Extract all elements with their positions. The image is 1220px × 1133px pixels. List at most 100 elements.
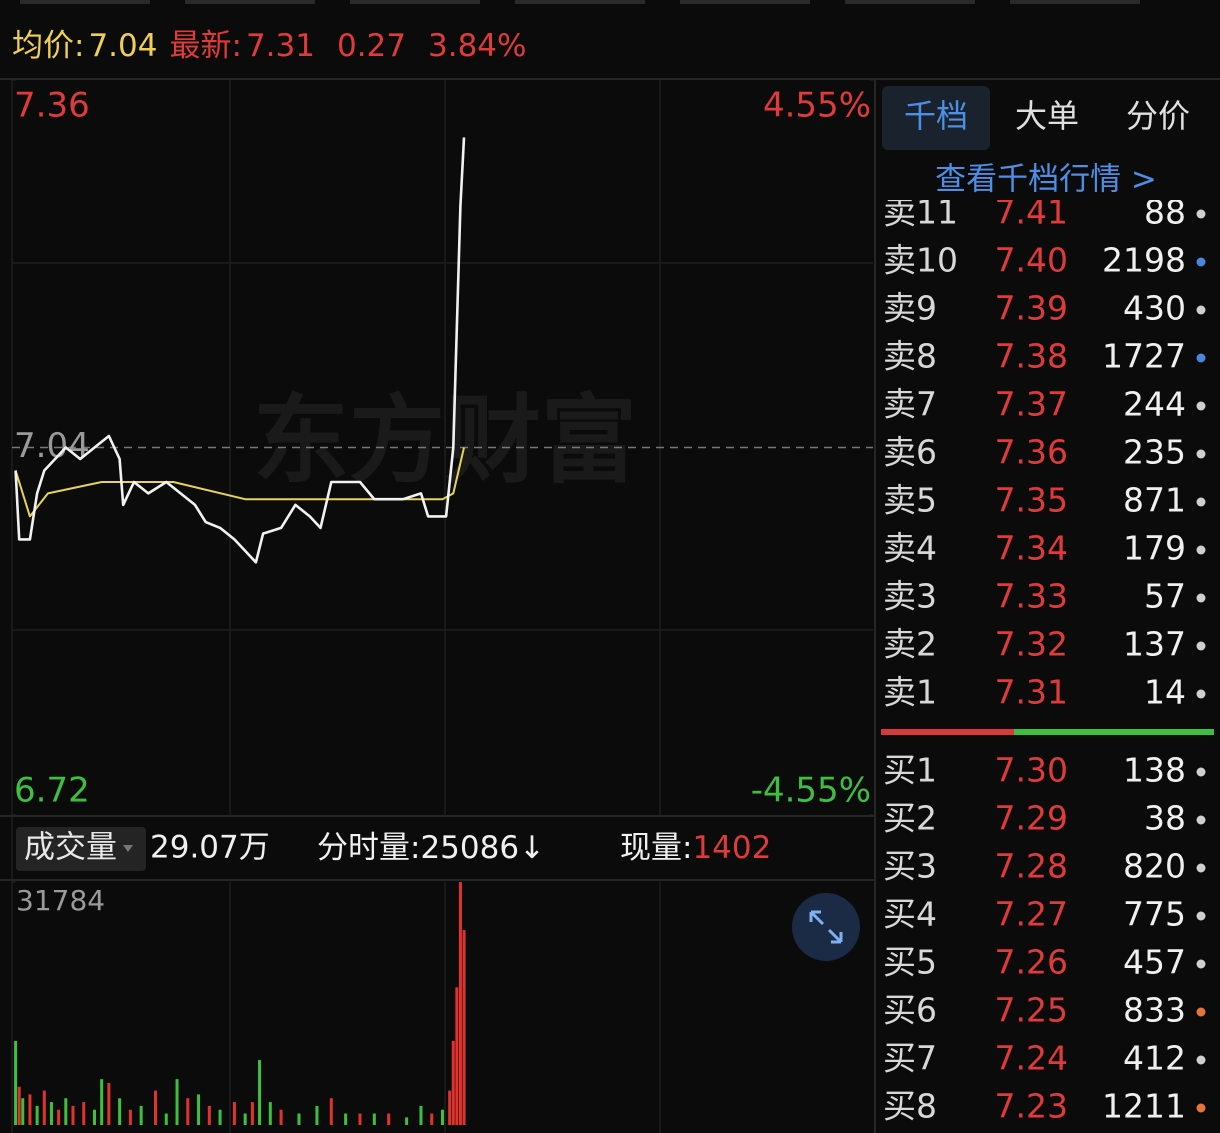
level-label: 买6 [883,991,937,1030]
volume-bar [139,1105,143,1125]
level-dot [1196,767,1206,777]
level-volume: 775 [1123,895,1186,934]
level-dot [1196,401,1206,411]
level-dot [1196,911,1206,921]
watermark: 东方财富 [253,384,637,496]
current-value: 1402 [692,830,771,866]
volume-bar [243,1113,247,1125]
y-tick-label: 6.72 [14,771,90,811]
period-volume: 分时量:25086↓ [317,830,545,866]
volume-bar [154,1090,157,1125]
header: 均价: 7.04 最新: 7.31 0.27 3.84% [12,28,526,64]
zoom-button[interactable] [792,893,860,961]
level-dot [1196,305,1206,315]
level-dot [1196,959,1206,969]
tab[interactable]: 分价 [1126,97,1190,135]
avg: 7.04 [88,28,157,64]
level-price: 7.38 [995,337,1068,376]
volume-bar [372,1113,376,1125]
level-price: 7.23 [995,1087,1068,1126]
volume-bar [64,1098,68,1125]
level-label: 卖4 [883,529,937,568]
level-volume: 137 [1123,625,1186,664]
level-volume: 2198 [1102,241,1186,280]
volume-bar [207,1105,211,1125]
volume-bar [49,1102,53,1125]
volume-bar [107,1082,111,1125]
level-volume: 1727 [1102,337,1186,376]
volume-bar [71,1105,75,1125]
level-price: 7.40 [995,241,1068,280]
volume-bar [21,1098,25,1125]
level-volume: 244 [1123,385,1186,424]
volume-bar [268,1102,272,1125]
volume-bar [175,1079,179,1125]
volume-bar [186,1098,190,1125]
volume-bar [250,1102,254,1125]
period-label: 分时量: [317,830,420,866]
volume-bar [14,1040,18,1125]
volume-bar [419,1105,423,1125]
level-label: 卖6 [883,433,937,472]
volume-selector[interactable] [16,827,146,871]
level-dot [1196,545,1206,555]
volume-bar [462,930,466,1125]
price-line [14,137,466,564]
volume-bar [42,1090,46,1125]
level-dot [1196,593,1206,603]
y-tick-label: 7.04 [14,426,90,466]
level-price: 7.31 [995,673,1068,712]
y-tick-label: 31784 [16,884,105,917]
depth-link[interactable]: 查看千档行情 > [935,162,1157,198]
tab[interactable]: 大单 [1015,97,1079,135]
level-label: 买7 [883,1039,937,1078]
level-price: 7.24 [995,1039,1068,1078]
level-label: 卖11 [883,193,958,232]
level-price: 7.36 [995,433,1068,472]
level-volume: 457 [1123,943,1186,982]
level-dot [1196,353,1206,363]
asks: 卖11 7.41 88 卖10 7.40 2198 卖9 7.39 430 卖8 7.38 1727 卖… [883,193,1206,712]
volume-bar [35,1105,39,1125]
level-price: 7.35 [995,481,1068,520]
volume-bar [28,1094,32,1125]
level-dot [1196,815,1206,825]
current-volume: 现量:1402 [620,830,771,866]
change-pct: 3.84% [428,28,526,64]
level-price: 7.28 [995,847,1068,886]
level-volume: 412 [1123,1039,1186,1078]
selector-label[interactable]: 成交量 [24,830,117,866]
volume-bar [164,1113,168,1125]
volume-bar [387,1113,391,1125]
volume-bar [82,1102,86,1125]
level-volume: 235 [1123,433,1186,472]
avg-label: 均价: [12,28,84,64]
tab[interactable]: 千档 [904,97,968,135]
level-volume: 430 [1123,289,1186,328]
level-price: 7.41 [995,193,1068,232]
level-dot [1196,641,1206,651]
volume-bar [197,1094,201,1125]
volume-bar [297,1113,301,1125]
volume-bar [218,1109,222,1125]
level-price: 7.30 [995,751,1068,790]
level-label: 买4 [883,895,937,934]
volume-bar [57,1109,61,1125]
volume-bar [458,882,462,1125]
level-label: 卖7 [883,385,937,424]
level-label: 卖5 [883,481,937,520]
level-price: 7.33 [995,577,1068,616]
level-label: 买3 [883,847,937,886]
level-label: 买2 [883,799,937,838]
level-label: 卖2 [883,625,937,664]
level-label: 卖9 [883,289,937,328]
level-volume: 1211 [1102,1087,1186,1126]
level-dot [1196,209,1206,219]
level-label: 卖8 [883,337,937,376]
level-volume: 820 [1123,847,1186,886]
volume-bar [455,987,459,1125]
level-price: 7.39 [995,289,1068,328]
last-label: 最新: [169,28,241,64]
level-price: 7.37 [995,385,1068,424]
